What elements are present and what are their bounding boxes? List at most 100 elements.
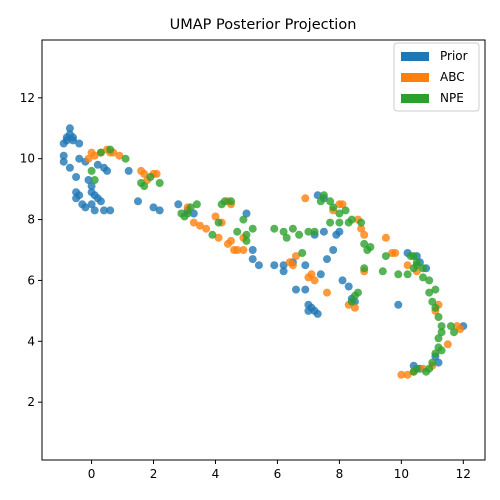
data-point-abc — [360, 230, 369, 239]
data-point-npe — [270, 224, 279, 233]
data-point-npe — [233, 227, 242, 236]
data-point-prior — [59, 157, 68, 166]
x-tick-label: 10 — [394, 467, 409, 481]
x-tick-label: 12 — [456, 467, 471, 481]
data-point-prior — [313, 191, 322, 200]
data-point-npe — [121, 154, 130, 163]
chart-title: UMAP Posterior Projection — [170, 17, 357, 33]
data-point-npe — [214, 218, 223, 227]
legend: Prior ABC NPE — [393, 42, 480, 112]
data-point-npe — [242, 236, 251, 245]
data-point-npe — [304, 227, 313, 236]
data-point-abc — [323, 288, 331, 297]
data-point-prior — [149, 203, 158, 212]
y-tick-label: 2 — [27, 395, 35, 409]
data-point-npe — [366, 243, 375, 251]
data-point-npe — [239, 215, 248, 224]
data-point-abc — [227, 236, 235, 245]
data-point-prior — [335, 227, 344, 236]
data-point-npe — [419, 264, 427, 273]
data-point-npe — [341, 206, 350, 215]
y-tick-label: 8 — [27, 213, 35, 227]
data-point-npe — [90, 176, 99, 184]
legend-label-abc: ABC — [440, 70, 465, 84]
data-point-prior — [103, 166, 112, 175]
data-point-prior — [292, 285, 300, 294]
data-point-prior — [106, 206, 115, 215]
data-point-abc — [301, 194, 310, 203]
data-point-prior — [75, 139, 84, 148]
data-point-npe — [437, 346, 446, 355]
data-point-npe — [412, 258, 421, 267]
data-point-npe — [279, 227, 288, 236]
legend-label-prior: Prior — [440, 49, 468, 63]
data-point-abc — [443, 340, 452, 349]
data-point-npe — [357, 218, 366, 227]
data-point-npe — [326, 197, 335, 206]
data-point-npe — [403, 270, 412, 279]
x-axis: 0 2 4 6 8 10 12 — [88, 460, 471, 481]
data-point-abc — [307, 270, 316, 279]
data-point-prior — [329, 246, 338, 254]
data-point-abc — [292, 252, 300, 261]
data-point-abc — [310, 276, 319, 285]
data-point-prior — [90, 206, 99, 215]
data-point-npe — [344, 218, 353, 227]
data-point-abc — [456, 325, 465, 334]
data-point-npe — [354, 288, 362, 297]
data-point-abc — [239, 246, 248, 254]
data-point-npe — [87, 166, 96, 175]
data-point-npe — [434, 334, 443, 343]
data-point-prior — [313, 309, 322, 318]
legend-label-npe: NPE — [440, 91, 464, 105]
data-point-npe — [220, 197, 229, 206]
data-point-npe — [335, 218, 344, 227]
data-point-prior — [100, 206, 108, 215]
data-point-npe — [422, 367, 431, 376]
data-point-prior — [72, 194, 81, 203]
data-point-prior — [344, 282, 353, 291]
data-point-prior — [189, 209, 198, 218]
data-point-npe — [208, 230, 217, 239]
data-point-prior — [72, 173, 81, 181]
data-point-prior — [242, 209, 251, 218]
data-point-prior — [279, 261, 288, 270]
data-point-prior — [174, 200, 183, 209]
data-point-npe — [282, 233, 291, 242]
data-point-npe — [146, 173, 155, 181]
data-point-abc — [403, 370, 412, 379]
data-point-npe — [431, 285, 440, 294]
data-point-prior — [69, 133, 77, 142]
data-point-prior — [279, 267, 288, 276]
data-point-prior — [87, 200, 96, 209]
data-point-abc — [350, 303, 359, 312]
data-point-abc — [338, 200, 347, 209]
data-point-prior — [75, 154, 84, 163]
data-point-npe — [319, 191, 328, 200]
data-point-npe — [227, 197, 235, 206]
data-point-prior — [87, 182, 96, 191]
data-point-prior — [134, 197, 142, 206]
data-point-abc — [233, 246, 242, 254]
y-tick-label: 6 — [27, 273, 35, 287]
legend-swatch-abc — [401, 73, 429, 82]
points-layer — [59, 124, 468, 379]
x-tick-label: 6 — [274, 467, 282, 481]
data-point-abc — [397, 370, 406, 379]
data-point-abc — [196, 221, 204, 230]
data-point-prior — [96, 197, 105, 206]
data-point-prior — [316, 270, 325, 279]
x-tick-label: 8 — [336, 467, 344, 481]
data-point-prior — [248, 255, 257, 264]
legend-swatch-npe — [401, 94, 429, 103]
data-point-prior — [319, 227, 328, 236]
data-point-abc — [152, 169, 161, 178]
data-point-npe — [360, 264, 369, 273]
data-point-prior — [394, 300, 403, 309]
data-point-abc — [115, 151, 124, 160]
data-point-npe — [183, 209, 192, 218]
data-point-npe — [140, 182, 149, 191]
data-point-npe — [381, 252, 390, 261]
y-axis: 2 4 6 8 10 12 — [20, 91, 42, 409]
y-tick-label: 12 — [20, 91, 35, 105]
